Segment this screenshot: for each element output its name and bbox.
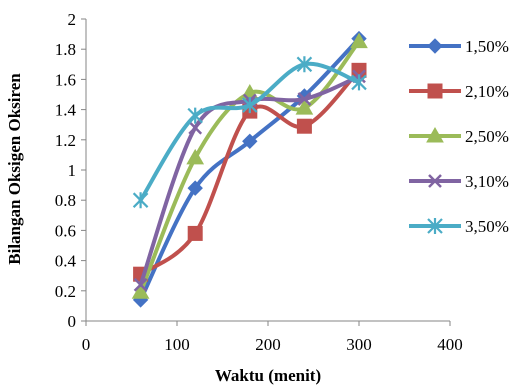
data-point <box>242 133 258 150</box>
data-point <box>132 192 149 209</box>
series-1 <box>132 30 367 308</box>
data-point <box>242 97 258 114</box>
y-tick-label: 0.6 <box>55 221 76 240</box>
data-point <box>296 56 313 73</box>
data-point <box>188 120 203 135</box>
data-point <box>187 180 203 196</box>
data-point <box>187 225 203 241</box>
series-line <box>138 61 361 203</box>
data-point <box>351 74 367 91</box>
y-tick-label: 1.4 <box>55 101 77 120</box>
legend-marker <box>427 83 443 99</box>
x-tick-label: 200 <box>255 335 281 354</box>
data-point <box>295 99 314 115</box>
data-point <box>186 148 205 165</box>
legend-marker <box>427 38 443 54</box>
y-tick-label: 1.6 <box>55 70 76 89</box>
legend-entry: 2,50% <box>409 126 509 146</box>
series-line <box>138 36 361 302</box>
data-point <box>133 277 148 292</box>
legend-entry: 2,10% <box>409 82 509 101</box>
x-tick-label: 0 <box>82 335 91 354</box>
x-tick-label: 400 <box>437 335 463 354</box>
legend: 1,50% 2,10% 2,50% 3,10% 3,50% <box>409 37 509 236</box>
series-5 <box>132 56 367 209</box>
data-point <box>296 118 312 134</box>
legend-entry: 3,50% <box>409 217 509 236</box>
y-tick-label: 0.2 <box>55 282 76 301</box>
legend-marker <box>426 126 444 143</box>
x-tick-label: 100 <box>164 335 190 354</box>
legend-marker <box>427 218 443 234</box>
y-tick-label: 0.4 <box>55 252 77 271</box>
y-tick-label: 0 <box>68 312 77 331</box>
series-line <box>138 74 361 287</box>
legend-label: 1,50% <box>465 37 509 56</box>
y-tick-label: 1 <box>68 161 77 180</box>
legend-label: 3,10% <box>465 172 509 191</box>
y-tick-label: 1.2 <box>55 131 76 150</box>
y-tick-label: 1.8 <box>55 40 76 59</box>
legend-entry: 1,50% <box>409 37 509 56</box>
data-point <box>350 32 368 49</box>
x-tick-label: 300 <box>346 335 372 354</box>
legend-label: 2,50% <box>465 127 509 146</box>
legend-marker <box>428 174 442 188</box>
data-point <box>131 283 150 299</box>
series-layer <box>131 30 368 308</box>
legend-entry: 3,10% <box>409 172 509 191</box>
y-tick-label: 2 <box>68 10 77 29</box>
y-tick-label: 0.8 <box>55 191 76 210</box>
x-axis-title: Waktu (menit) <box>215 366 321 385</box>
data-point <box>297 92 312 106</box>
legend-label: 2,10% <box>465 82 509 101</box>
axes: 0 0.2 0.4 0.6 0.8 1 1.2 1.4 1.6 1.8 2 0 100 200 300 400 <box>55 10 463 354</box>
y-axis-title: Bilangan Oksigen Oksiren <box>5 73 24 265</box>
legend-label: 3,50% <box>465 217 509 236</box>
data-point <box>187 107 203 124</box>
